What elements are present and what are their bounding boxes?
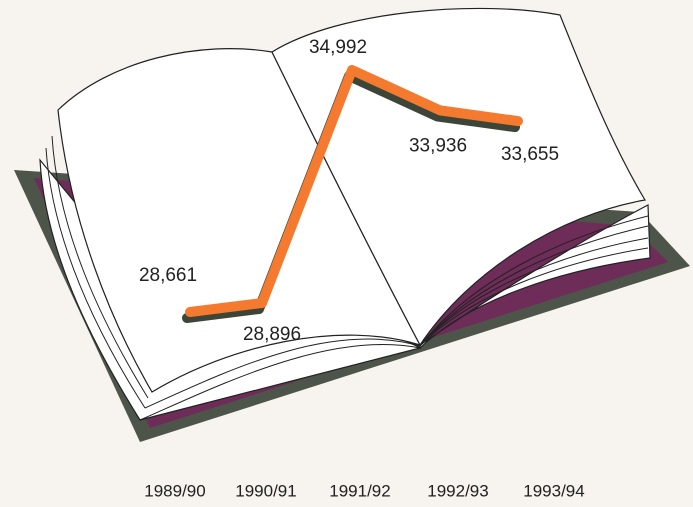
value-label: 28,661 [139, 265, 197, 286]
x-tick-label: 1992/93 [427, 481, 488, 500]
x-tick-label: 1991/92 [329, 481, 390, 500]
line [185, 65, 523, 317]
value-label: 33,655 [501, 144, 559, 165]
page-edge [45, 135, 421, 421]
x-tick-label: 1993/94 [523, 481, 584, 500]
page-edge [419, 215, 649, 347]
right-page [271, 7, 646, 347]
x-tick-label: 1990/91 [235, 481, 296, 500]
book [14, 7, 690, 442]
value-label: 34,992 [309, 37, 367, 58]
series: 28,661 28,896 34,992 33,936 33,655 1989/90 199… [139, 37, 585, 500]
value-label: 33,936 [409, 135, 467, 156]
x-tick-label: 1989/90 [144, 481, 205, 500]
value-label: 28,896 [243, 324, 301, 345]
